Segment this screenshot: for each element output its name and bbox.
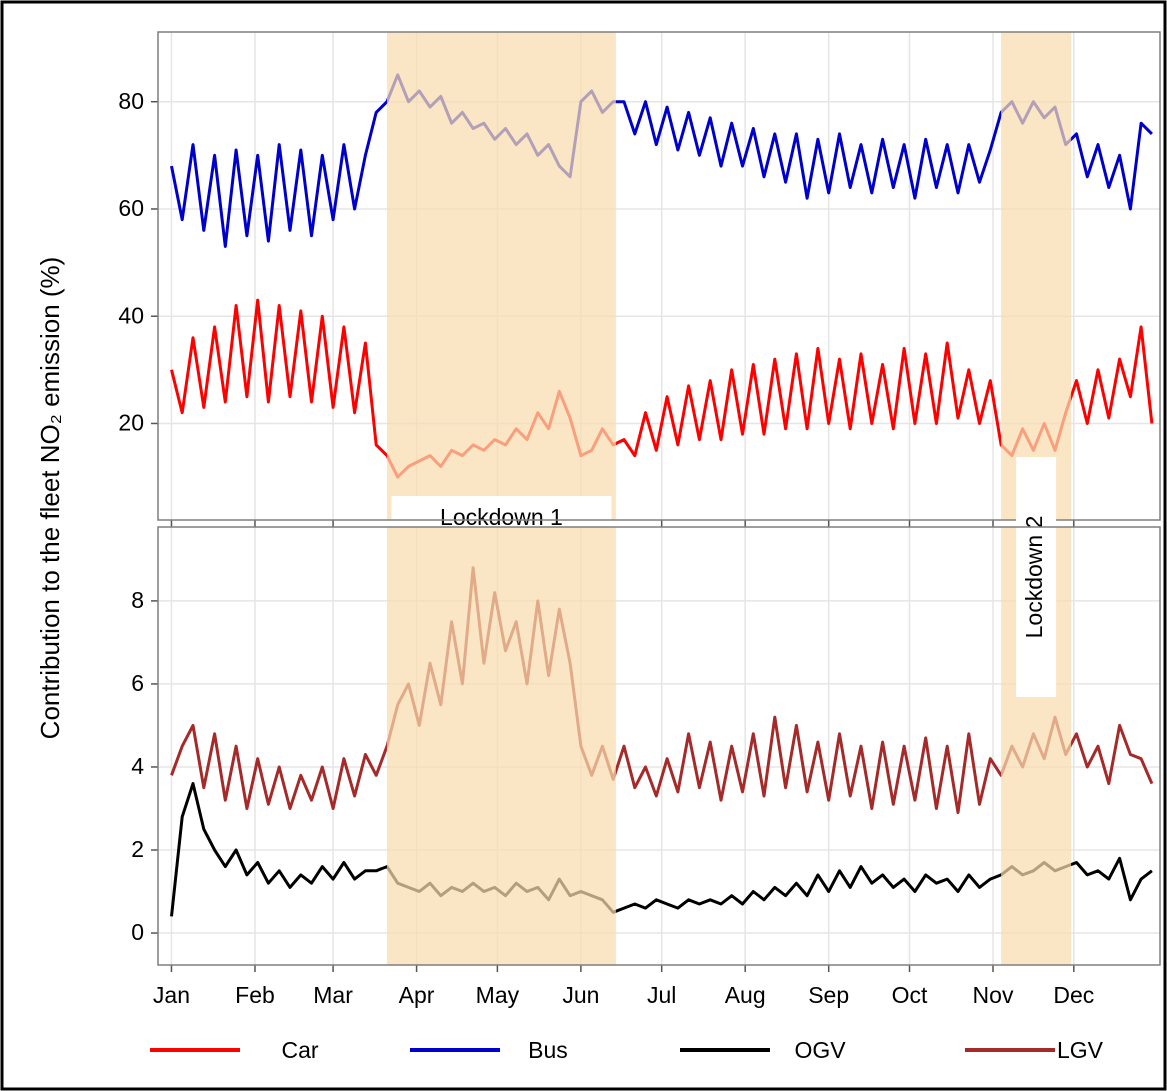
- line-series: [170, 782, 1153, 917]
- panel-border: [157, 31, 1161, 521]
- y-tick-label: 4: [131, 753, 144, 779]
- y-tick-label: 40: [118, 302, 144, 328]
- y-tick-label: 80: [118, 88, 144, 114]
- x-tick-label: Jun: [562, 982, 599, 1008]
- legend-label: LGV: [1057, 1037, 1104, 1063]
- legend-label: Car: [281, 1037, 318, 1063]
- lockdown-shading: [1001, 32, 1072, 520]
- legend-label: OGV: [794, 1037, 846, 1063]
- y-tick-label: 8: [131, 587, 144, 613]
- x-tick-label: Oct: [892, 982, 928, 1008]
- y-axis-label: Contribution to the fleet NO₂ emission (…: [35, 257, 65, 740]
- x-tick-label: Dec: [1053, 982, 1094, 1008]
- x-tick-label: Sep: [808, 982, 849, 1008]
- y-tick-label: 6: [131, 670, 144, 696]
- line-series: [170, 566, 1154, 815]
- annotation-box: [1016, 457, 1057, 697]
- lockdown-shading: [386, 32, 616, 520]
- legend-label: Bus: [528, 1037, 568, 1063]
- x-tick-label: Nov: [973, 982, 1014, 1008]
- lockdown-shading: [386, 527, 616, 965]
- x-tick-label: Jul: [647, 982, 676, 1008]
- line-series: [170, 298, 1154, 479]
- y-tick-label: 0: [131, 919, 144, 945]
- y-tick-label: 2: [131, 836, 144, 862]
- annotation: Lockdown 2: [1021, 516, 1047, 639]
- line-series: [170, 73, 1153, 248]
- y-tick-label: 20: [118, 410, 144, 436]
- x-tick-label: Aug: [725, 982, 766, 1008]
- x-tick-label: Mar: [313, 982, 353, 1008]
- x-tick-label: Feb: [235, 982, 275, 1008]
- annotation: Lockdown 1: [440, 504, 563, 530]
- x-tick-label: Jan: [153, 982, 190, 1008]
- y-tick-label: 60: [118, 195, 144, 221]
- x-tick-label: Apr: [399, 982, 435, 1008]
- x-tick-label: May: [476, 982, 520, 1008]
- panel-border: [157, 526, 1161, 966]
